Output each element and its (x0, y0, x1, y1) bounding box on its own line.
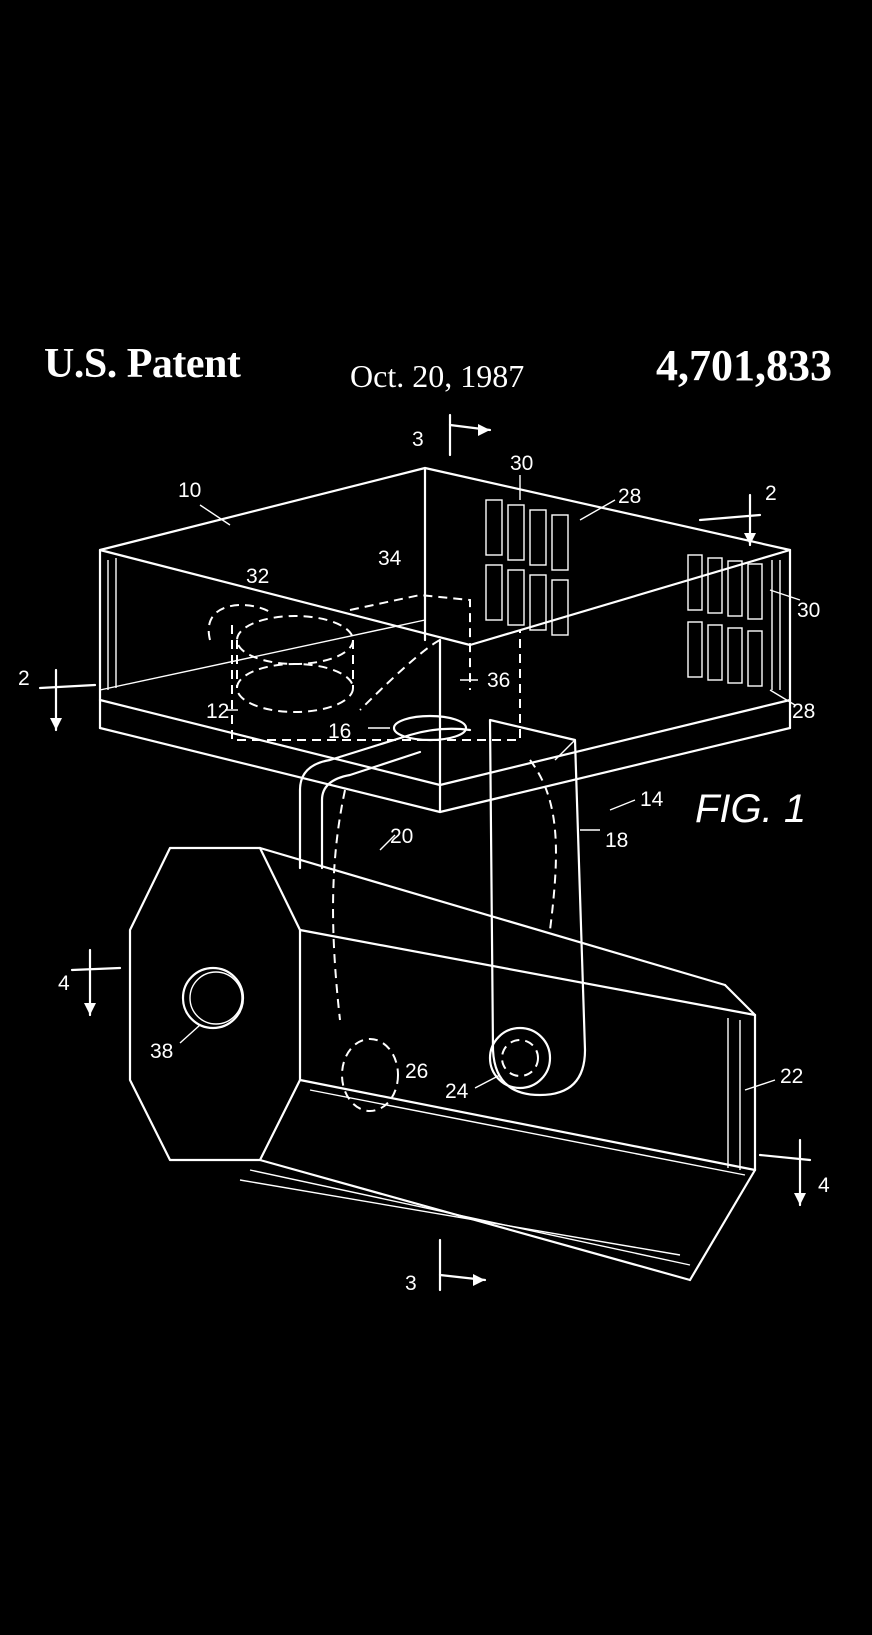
ref-12: 12 (206, 700, 229, 723)
patent-header: U.S. Patent Oct. 20, 1987 4,701,833 (0, 340, 872, 410)
ref-32: 32 (246, 565, 269, 588)
ref-18: 18 (605, 829, 628, 852)
section-4-left: 4 (58, 972, 70, 995)
section-2-right: 2 (765, 482, 777, 505)
ref-30-upper: 30 (510, 452, 533, 475)
ref-28-upper: 28 (618, 485, 641, 508)
section-3-bottom: 3 (405, 1272, 417, 1295)
ref-38: 38 (150, 1040, 173, 1063)
ref-24: 24 (445, 1080, 469, 1103)
section-3-top: 3 (412, 428, 424, 451)
ref-28-lower: 28 (792, 700, 815, 723)
ref-34: 34 (378, 547, 402, 570)
section-4-right: 4 (818, 1174, 830, 1197)
ref-30-lower: 30 (797, 599, 820, 622)
ref-20: 20 (390, 825, 413, 848)
vent-grilles (485, 499, 763, 687)
section-2-left: 2 (18, 667, 30, 690)
section-lines (38, 413, 812, 1292)
figure-label: FIG. 1 (695, 787, 806, 831)
reference-numerals: 10 12 14 16 18 20 22 24 26 28 28 30 30 3… (18, 428, 830, 1295)
patent-number: 4,701,833 (656, 341, 832, 390)
leader-lines (179, 475, 801, 1091)
swivel-bracket (298, 714, 587, 1097)
ref-26: 26 (405, 1060, 428, 1083)
ref-16: 16 (328, 720, 351, 743)
lamp-head (128, 846, 757, 1282)
ref-14: 14 (640, 788, 664, 811)
internal-fan-duct (207, 593, 521, 741)
patent-date: Oct. 20, 1987 (350, 358, 525, 394)
ref-36: 36 (487, 669, 510, 692)
patent-office-label: U.S. Patent (44, 341, 241, 387)
ref-10: 10 (178, 479, 201, 502)
ref-22: 22 (780, 1065, 803, 1088)
housing-box (98, 466, 792, 814)
